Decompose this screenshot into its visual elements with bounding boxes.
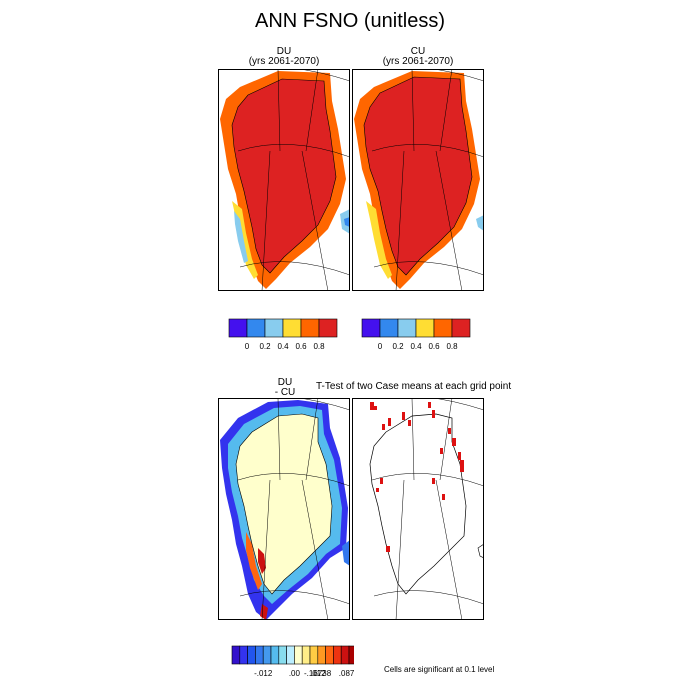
ttest-map bbox=[352, 398, 484, 620]
diff-colorbar-label-2: .00 bbox=[289, 669, 301, 678]
diff-colorbar-label-1: -.012 bbox=[254, 669, 273, 678]
diff-colorbar-box-10 bbox=[309, 645, 319, 665]
diff-colorbar-box-12 bbox=[325, 645, 334, 665]
significance-footnote: Cells are significant at 0.1 level bbox=[384, 665, 495, 674]
cu-colorbar-label-4: 0.8 bbox=[446, 342, 458, 351]
diff-panel-title: DU - CU bbox=[260, 378, 310, 398]
cu-colorbar-label-0: 0 bbox=[378, 342, 383, 351]
du-colorbar-box-4 bbox=[300, 318, 320, 338]
diff-colorbar-box-7 bbox=[286, 645, 295, 665]
diff-colorbar-label-4: .08718 bbox=[339, 669, 354, 678]
du-panel-title: DU (yrs 2061-2070) bbox=[218, 47, 350, 67]
diff-colorbar: -.16738 -.012 .00 .012 .08718 bbox=[231, 645, 354, 678]
diff-colorbar-box-15 bbox=[348, 645, 354, 665]
du-colorbar-label-2: 0.4 bbox=[277, 342, 289, 351]
diff-colorbar-box-4 bbox=[262, 645, 272, 665]
diff-colorbar-label-3: .012 bbox=[310, 669, 326, 678]
diff-colorbar-box-14 bbox=[340, 645, 350, 665]
figure-title: ANN FSNO (unitless) bbox=[254, 10, 446, 32]
diff-colorbar-box-2 bbox=[247, 645, 256, 665]
diff-title-line2: - CU bbox=[274, 387, 296, 398]
cu-colorbar-box-5 bbox=[451, 318, 471, 338]
du-colorbar-label-4: 0.8 bbox=[313, 342, 325, 351]
cu-colorbar-box-1 bbox=[379, 318, 399, 338]
diff-title-line1: DU bbox=[277, 377, 293, 388]
diff-colorbar-box-1 bbox=[239, 645, 248, 665]
cu-title-line2: (yrs 2061-2070) bbox=[382, 56, 454, 67]
du-colorbar: 0 0.2 0.4 0.6 0.8 bbox=[228, 318, 338, 351]
cu-map bbox=[352, 69, 484, 291]
diff-colorbar-box-5 bbox=[270, 645, 280, 665]
diff-map bbox=[218, 398, 350, 620]
diff-colorbar-box-8 bbox=[294, 645, 303, 665]
du-colorbar-label-3: 0.6 bbox=[295, 342, 307, 351]
cu-colorbar-box-2 bbox=[397, 318, 417, 338]
du-colorbar-label-0: 0 bbox=[245, 342, 250, 351]
ttest-panel-title: T-Test of two Case means at each grid po… bbox=[316, 381, 512, 392]
du-colorbar-box-5 bbox=[318, 318, 338, 338]
cu-colorbar-box-4 bbox=[433, 318, 453, 338]
du-map bbox=[218, 69, 350, 291]
cu-title-line1: CU bbox=[410, 46, 426, 57]
cu-colorbar-label-2: 0.4 bbox=[410, 342, 422, 351]
du-title-line1: DU bbox=[276, 46, 292, 57]
cu-colorbar-label-1: 0.2 bbox=[392, 342, 404, 351]
du-title-line2: (yrs 2061-2070) bbox=[248, 56, 320, 67]
diff-colorbar-box-0 bbox=[231, 645, 241, 665]
diff-colorbar-box-6 bbox=[278, 645, 287, 665]
cu-panel-title: CU (yrs 2061-2070) bbox=[352, 47, 484, 67]
cu-colorbar-label-3: 0.6 bbox=[428, 342, 440, 351]
diff-colorbar-box-13 bbox=[333, 645, 342, 665]
du-colorbar-label-1: 0.2 bbox=[259, 342, 271, 351]
du-colorbar-box-0 bbox=[228, 318, 248, 338]
diff-colorbar-label-0: -.16738 bbox=[304, 669, 332, 678]
diff-colorbar-box-9 bbox=[301, 645, 311, 665]
cu-colorbar-box-0 bbox=[361, 318, 381, 338]
cu-colorbar-box-3 bbox=[415, 318, 435, 338]
du-colorbar-box-2 bbox=[264, 318, 284, 338]
diff-colorbar-box-3 bbox=[255, 645, 264, 665]
du-colorbar-box-1 bbox=[246, 318, 266, 338]
diff-colorbar-box-11 bbox=[317, 645, 326, 665]
du-colorbar-box-3 bbox=[282, 318, 302, 338]
cu-colorbar: 0 0.2 0.4 0.6 0.8 bbox=[361, 318, 471, 351]
